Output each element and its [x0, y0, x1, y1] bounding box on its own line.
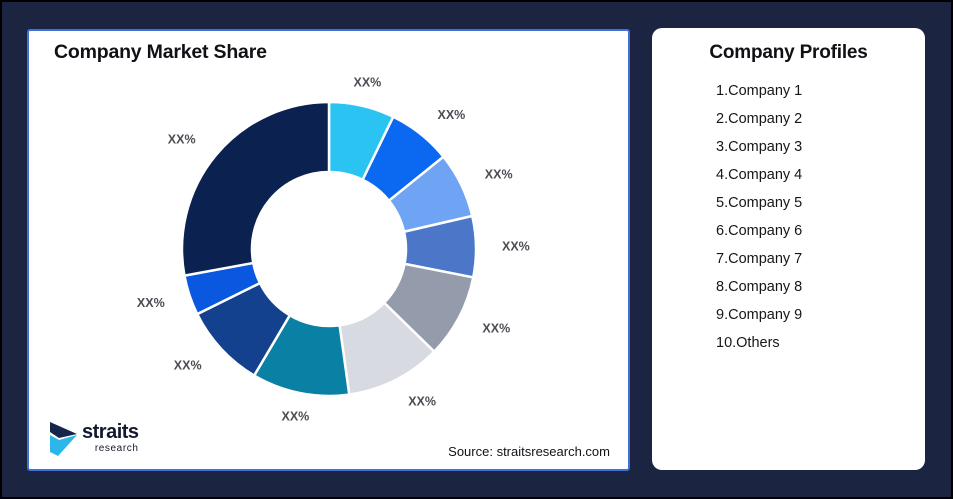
- slice-label-company-7: XX%: [282, 410, 310, 424]
- company-list-item: 5.Company 5: [716, 195, 803, 211]
- logo-subtext: research: [94, 443, 139, 454]
- pie-slice-others: [180, 100, 331, 277]
- chart-title: Company Market Share: [54, 41, 267, 63]
- logo-wordmark: straits: [82, 421, 139, 443]
- slice-label-company-3: XX%: [485, 167, 513, 181]
- logo-text-block: straits research: [82, 421, 139, 454]
- straits-research-logo: straits research: [49, 421, 139, 461]
- company-list-item: 9.Company 9: [716, 307, 803, 323]
- straits-logo-icon: [50, 422, 77, 456]
- company-list-item: 4.Company 4: [716, 167, 803, 183]
- slice-label-others: XX%: [168, 133, 196, 147]
- company-list: 1.Company 1 2.Company 2 3.Company 3 4.Co…: [716, 77, 802, 357]
- company-list-item: 3.Company 3: [716, 139, 803, 155]
- slice-label-company-8: XX%: [174, 358, 202, 372]
- slice-label-company-6: XX%: [408, 395, 436, 409]
- source-attribution: Source: straitsresearch.com: [448, 444, 610, 459]
- slice-label-company-2: XX%: [438, 108, 466, 122]
- company-list-item: 1.Company 1: [716, 83, 803, 99]
- company-list-item: 8.Company 8: [716, 279, 803, 295]
- company-list-item: 6.Company 6: [716, 223, 803, 239]
- market-share-donut-chart: XX% XX% XX% XX% XX% XX% XX% XX% XX% XX%: [137, 75, 530, 424]
- company-list-item: 7.Company 7: [716, 251, 803, 267]
- slice-label-company-5: XX%: [482, 322, 510, 336]
- market-share-card: XX% XX% XX% XX% XX% XX% XX% XX% XX% XX% Company M…: [27, 29, 630, 471]
- profiles-title: Company Profiles: [709, 42, 868, 63]
- slice-label-company-4: XX%: [502, 239, 530, 253]
- company-list-item: 10.Others: [716, 335, 780, 351]
- slice-label-company-1: XX%: [354, 75, 382, 89]
- slice-label-company-9: XX%: [137, 296, 165, 310]
- company-profiles-card: Company Profiles 1.Company 1 2.Company 2…: [652, 28, 925, 470]
- company-list-item: 2.Company 2: [716, 111, 803, 127]
